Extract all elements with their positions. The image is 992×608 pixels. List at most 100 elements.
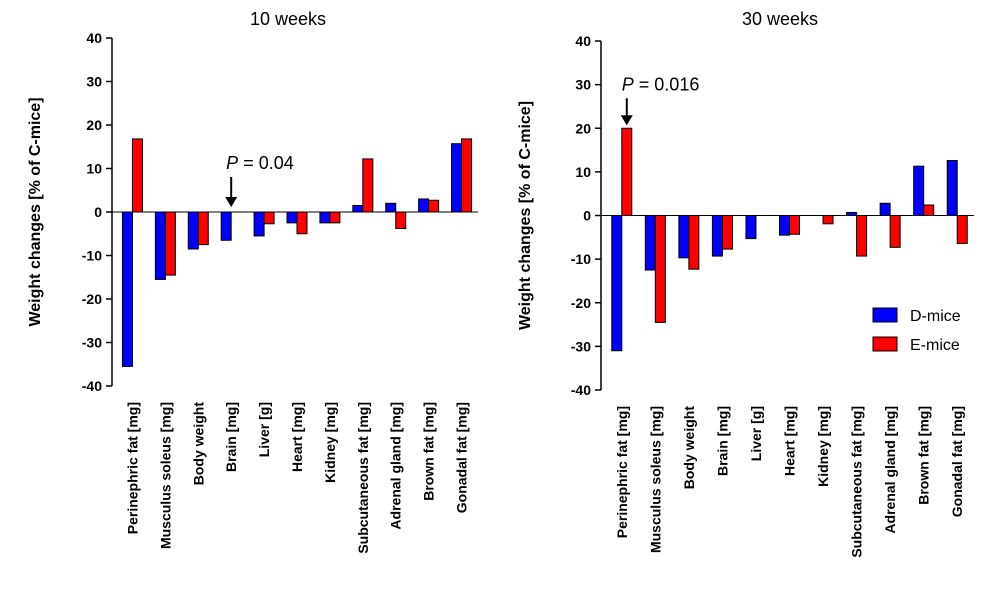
bar-d-mice-1 (611, 215, 623, 352)
y-tick-label: -30 (571, 338, 591, 354)
chart-panel-1: 10 weeks Weight changes [% of C-mice] 40 30… (27, 9, 478, 554)
y-tick-label: -10 (82, 248, 102, 264)
bar-d-mice-10 (418, 198, 430, 213)
y-tick-label: 10 (575, 164, 591, 180)
bar-e-mice-2 (164, 211, 176, 276)
bar-d-mice-2 (644, 215, 656, 271)
bar-e-mice-5 (263, 211, 275, 225)
y-tick-label: -30 (82, 335, 102, 351)
x-tick-label: Musculus soleus [mg] (157, 402, 173, 549)
x-tick-label: Subcutaneous fat [mg] (355, 402, 371, 554)
x-tick-label: Adrenal gland [mg] (882, 406, 898, 534)
bar-e-mice-11 (956, 215, 968, 244)
y-tick-label: 40 (86, 30, 102, 46)
y-tick-label: 40 (575, 33, 591, 49)
bar-d-mice-4 (711, 215, 723, 257)
y-tick-label: 0 (583, 208, 591, 224)
bar-e-mice-10 (923, 204, 935, 216)
x-tick-label: Subcutaneous fat [mg] (849, 406, 865, 558)
y-tick-label: 30 (86, 74, 102, 90)
bar-d-mice-7 (319, 211, 331, 224)
bar-e-mice-3 (688, 215, 700, 270)
legend-label: E-mice (910, 337, 960, 354)
bar-d-mice-9 (879, 202, 891, 217)
p-value-annotation: P = 0.016 (622, 74, 700, 94)
bar-d-mice-8 (352, 204, 364, 213)
y-axis-label: Weight changes [% of C-mice] (27, 97, 44, 326)
legend: D-mice E-mice (872, 307, 961, 354)
y-tick-label: 30 (575, 77, 591, 93)
bar-e-mice-8 (856, 215, 868, 257)
x-tick-label: Liver [g] (748, 406, 764, 461)
y-tick-label: -20 (82, 291, 102, 307)
bar-e-mice-7 (329, 211, 341, 224)
bar-d-mice-3 (678, 215, 690, 259)
x-tick-label: Kidney [mg] (815, 406, 831, 487)
y-tick-label: -40 (82, 378, 102, 394)
x-tick-label: Perinephric fat [mg] (124, 402, 140, 534)
bar-d-mice-9 (385, 202, 397, 213)
legend-swatch-e-mice (872, 336, 898, 352)
bar-d-mice-6 (779, 215, 790, 236)
bar-e-mice-7 (822, 215, 834, 225)
bar-d-mice-3 (187, 211, 199, 250)
chart-title: 30 weeks (742, 9, 818, 29)
p-value-annotation: P = 0.04 (226, 153, 294, 173)
bar-e-mice-4 (721, 215, 733, 250)
x-tick-label: Liver [g] (256, 402, 272, 457)
bar-e-mice-9 (395, 211, 407, 230)
y-tick-label: 20 (86, 117, 102, 133)
legend-swatch-d-mice (872, 307, 898, 323)
bar-d-mice-10 (913, 165, 925, 216)
bar-e-mice-9 (889, 215, 901, 248)
bar-d-mice-1 (121, 211, 133, 367)
x-tick-label: Brain [mg] (714, 406, 730, 476)
annotation-arrow-head (620, 115, 633, 126)
bar-e-mice-2 (654, 215, 666, 323)
y-tick-label: -20 (571, 295, 591, 311)
x-tick-label: Adrenal gland [mg] (388, 402, 404, 530)
bar-d-mice-11 (946, 160, 958, 216)
p-value-text: = 0.04 (243, 153, 294, 173)
p-value-text: = 0.016 (639, 74, 700, 94)
y-axis-label: Weight changes [% of C-mice] (517, 101, 534, 330)
x-tick-label: Body weight (190, 402, 206, 486)
bar-d-mice-8 (846, 211, 858, 216)
x-tick-label: Kidney [mg] (322, 402, 338, 483)
bar-e-mice-10 (428, 199, 440, 213)
bar-d-mice-5 (745, 215, 757, 240)
chart-title: 10 weeks (250, 9, 326, 29)
p-value-symbol: P (226, 153, 238, 173)
x-tick-label: Body weight (681, 406, 697, 490)
x-tick-label: Gonadal fat [mg] (949, 406, 965, 517)
x-tick-label: Brown fat [mg] (421, 402, 437, 501)
x-tick-label: Heart [mg] (782, 406, 798, 476)
bar-d-mice-11 (451, 143, 463, 213)
x-tick-label: Perinephric fat [mg] (614, 406, 630, 538)
x-tick-label: Heart [mg] (289, 402, 305, 472)
bar-d-mice-6 (286, 211, 298, 224)
annotation-arrow-head (225, 197, 238, 207)
y-tick-label: -40 (571, 382, 591, 398)
bar-e-mice-3 (197, 211, 209, 246)
bar-e-mice-1 (131, 138, 143, 213)
y-tick-label: 0 (94, 204, 102, 220)
bar-d-mice-4 (220, 211, 232, 241)
x-tick-label: Brown fat [mg] (916, 406, 932, 505)
x-tick-label: Brain [mg] (223, 402, 239, 472)
bar-e-mice-6 (789, 215, 800, 235)
bar-e-mice-6 (296, 211, 308, 235)
y-tick-label: 20 (575, 120, 591, 136)
x-tick-label: Gonadal fat [mg] (454, 402, 470, 513)
bar-e-mice-11 (461, 138, 473, 213)
x-tick-label: Musculus soleus [mg] (647, 406, 663, 553)
y-tick-label: -10 (571, 251, 591, 267)
bar-d-mice-2 (154, 211, 166, 280)
bar-e-mice-1 (621, 127, 633, 216)
y-tick-label: 10 (86, 161, 102, 177)
chart-panel-2: 30 weeks Weight changes [% of C-mice] 40 30… (517, 9, 974, 558)
legend-label: D-mice (910, 308, 961, 325)
bar-d-mice-5 (253, 211, 265, 237)
bar-e-mice-8 (362, 158, 374, 213)
